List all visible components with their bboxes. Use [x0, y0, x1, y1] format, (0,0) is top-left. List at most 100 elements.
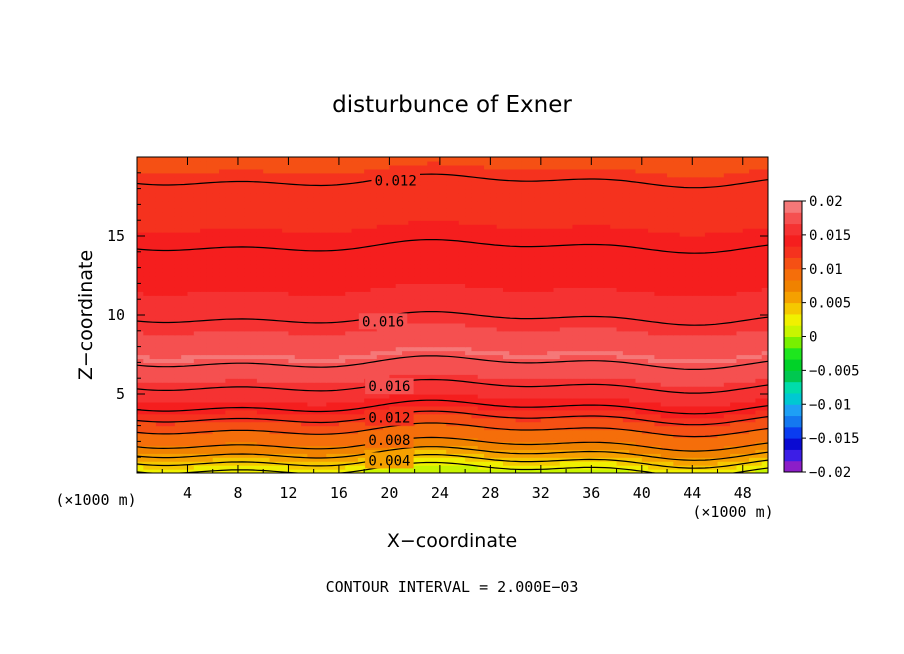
field-cell	[521, 469, 529, 473]
field-cell	[307, 374, 315, 379]
field-cell	[597, 299, 605, 304]
field-cell	[225, 303, 233, 308]
field-cell	[212, 318, 220, 324]
field-cell	[143, 366, 151, 371]
field-cell	[761, 465, 768, 470]
field-cell	[219, 287, 226, 292]
field-cell	[673, 461, 681, 466]
field-cell	[490, 390, 498, 395]
field-cell	[698, 437, 706, 442]
field-cell	[187, 453, 195, 458]
field-cell	[288, 461, 296, 466]
field-cell	[376, 334, 384, 340]
field-cell	[149, 394, 157, 399]
field-cell	[313, 401, 321, 407]
field-cell	[319, 338, 327, 344]
field-cell	[566, 342, 573, 348]
field-cell	[685, 421, 693, 427]
field-cell	[502, 386, 510, 391]
field-cell	[484, 283, 491, 288]
field-cell	[648, 303, 656, 308]
field-cell	[433, 311, 441, 316]
field-cell	[465, 295, 473, 300]
field-cell	[137, 287, 144, 292]
field-cell	[219, 429, 226, 435]
field-cell	[439, 449, 447, 454]
field-cell	[660, 311, 668, 316]
field-cell	[502, 307, 510, 312]
field-cell	[162, 370, 170, 375]
field-cell	[357, 397, 365, 403]
field-cell	[597, 275, 605, 281]
field-cell	[667, 318, 674, 324]
field-cell	[307, 287, 315, 292]
field-cell	[256, 429, 264, 435]
field-cell	[420, 465, 428, 470]
field-cell	[143, 386, 151, 391]
field-cell	[383, 334, 390, 340]
field-cell	[730, 413, 738, 419]
field-cell	[610, 366, 618, 371]
field-cell	[282, 421, 290, 427]
field-cell	[307, 330, 315, 336]
field-cell	[439, 409, 447, 415]
field-cell	[622, 326, 630, 332]
field-cell	[603, 378, 611, 383]
field-cell	[408, 346, 416, 352]
field-cell	[338, 315, 346, 320]
field-cell	[452, 401, 460, 407]
field-cell	[673, 445, 681, 450]
field-cell	[307, 350, 315, 356]
field-cell	[168, 378, 176, 383]
field-cell	[193, 449, 201, 454]
field-cell	[660, 299, 668, 304]
field-cell	[484, 275, 491, 281]
field-cell	[357, 382, 365, 387]
field-cell	[181, 374, 189, 379]
field-cell	[137, 390, 144, 395]
field-cell	[578, 303, 586, 308]
field-cell	[187, 315, 195, 320]
field-cell	[219, 433, 226, 439]
field-cell	[389, 275, 397, 281]
field-cell	[187, 330, 195, 336]
field-cell	[534, 318, 542, 324]
field-cell	[181, 283, 189, 288]
field-cell	[553, 283, 561, 288]
field-cell	[566, 374, 573, 379]
field-cell	[736, 425, 744, 431]
field-cell	[137, 358, 144, 363]
field-cell	[540, 374, 548, 379]
field-cell	[572, 469, 580, 473]
field-cell	[553, 338, 561, 344]
field-cell	[244, 469, 252, 473]
field-cell	[458, 449, 466, 454]
field-cell	[502, 457, 510, 462]
field-cell	[698, 299, 706, 304]
field-cell	[749, 465, 756, 470]
field-cell	[288, 394, 296, 399]
field-cell	[439, 429, 447, 435]
field-cell	[244, 350, 252, 356]
field-cell	[269, 287, 277, 292]
field-cell	[256, 441, 264, 446]
field-cell	[200, 378, 208, 383]
field-cell	[711, 382, 719, 387]
field-cell	[603, 334, 611, 340]
field-cell	[288, 354, 296, 360]
field-cell	[458, 370, 466, 375]
field-cell	[509, 425, 517, 431]
field-cell	[534, 287, 542, 292]
field-cell	[294, 338, 302, 344]
field-cell	[698, 366, 706, 371]
field-cell	[402, 469, 409, 473]
field-cell	[585, 378, 592, 383]
field-cell	[465, 334, 473, 340]
field-cell	[572, 429, 580, 435]
field-cell	[515, 469, 523, 473]
field-cell	[723, 378, 731, 383]
field-cell	[534, 425, 542, 431]
field-cell	[622, 366, 630, 371]
field-cell	[509, 366, 517, 371]
field-cell	[200, 457, 208, 462]
